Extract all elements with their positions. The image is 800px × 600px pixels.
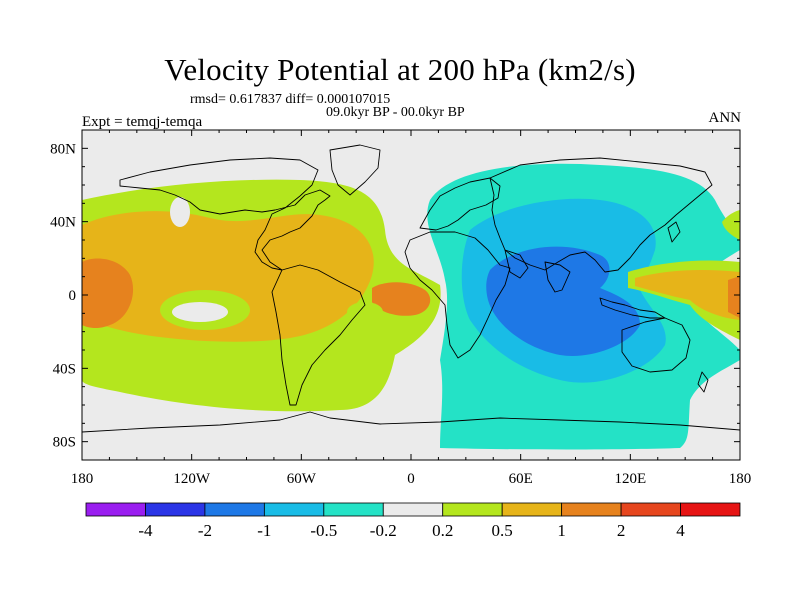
y-tick-label: 40S [53,361,76,377]
y-tick-label: 80N [50,141,76,157]
x-tick-label: 60W [287,471,317,487]
contour-positive-east-0.5 [635,270,740,320]
colorbar-swatch [620,502,681,517]
coast-greenland [329,144,381,196]
contour-positive-east-edge [722,210,740,240]
plot-title: Velocity Potential at 200 hPa (km2/s) [164,52,636,87]
contour-negative-1 [486,246,640,356]
period-text: 09.0kyr BP - 00.0kyr BP [326,105,465,120]
contour-hole-pacific-inner [172,302,228,322]
contour-positive-east-1 [728,276,740,318]
contour-positive-0.5 [82,211,374,342]
colorbar-label: 2 [617,521,626,540]
y-tick-label: 40N [50,215,76,231]
colorbar-label: 0.5 [492,521,513,540]
x-tick-label: 0 [407,471,415,487]
coast-south-america [271,264,366,406]
y-axis: 80N 40N 0 40S 80S [50,141,740,451]
coast-india [544,261,571,293]
colorbar-swatch [204,502,265,517]
colorbar-label: 0.2 [432,521,453,540]
contour-hole-atlantic [347,302,383,322]
x-axis: 180 120W 60W 0 60E 120E 180 [71,130,752,487]
colorbar-label: 1 [557,521,566,540]
y-tick-label: 0 [69,288,77,304]
coastlines [82,144,740,433]
x-tick-label: 60E [509,471,533,487]
x-tick-label: 120E [614,471,646,487]
contour-positive-1-west [82,258,134,329]
colorbar-swatch [680,502,741,517]
colorbar-swatch [561,502,622,517]
coast-europe [419,177,501,231]
experiment-text: Expt = temqj-temqa [82,114,203,130]
x-tick-label: 180 [71,471,94,487]
colorbar-swatch [442,502,503,517]
y-tick-label: 80S [53,435,76,451]
x-tick-label: 180 [729,471,752,487]
coast-asia [489,157,713,273]
colorbar-label: 4 [676,521,685,540]
stats-text: rmsd= 0.617837 diff= 0.000107015 [190,92,391,107]
contour-hole-north-pacific [170,197,190,227]
colorbar-label: -0.2 [370,521,397,540]
colorbar-swatch [263,502,325,517]
coast-new-zealand [697,371,709,393]
colorbar-label: -1 [257,521,271,540]
coast-north-america [119,157,331,271]
colorbar-swatch [382,502,444,517]
contour-fill-group [82,144,740,450]
colorbar-swatch [145,502,206,517]
colorbar-label: -0.5 [310,521,337,540]
coast-japan [667,221,681,243]
coast-africa [404,231,511,359]
colorbar-swatch [85,502,146,517]
coast-australia [621,317,691,373]
colorbar-swatch [501,502,563,517]
coast-arabia [504,249,529,279]
season-text: ANN [708,110,742,126]
colorbar: -4 -2 -1 -0.5 -0.2 0.2 0.5 1 2 4 [85,502,741,540]
contour-positive-1-atlantic [372,282,431,316]
colorbar-swatch [323,502,384,517]
colorbar-label: -2 [198,521,212,540]
coast-antarctica [82,411,740,433]
x-tick-label: 120W [173,471,211,487]
colorbar-label: -4 [138,521,153,540]
